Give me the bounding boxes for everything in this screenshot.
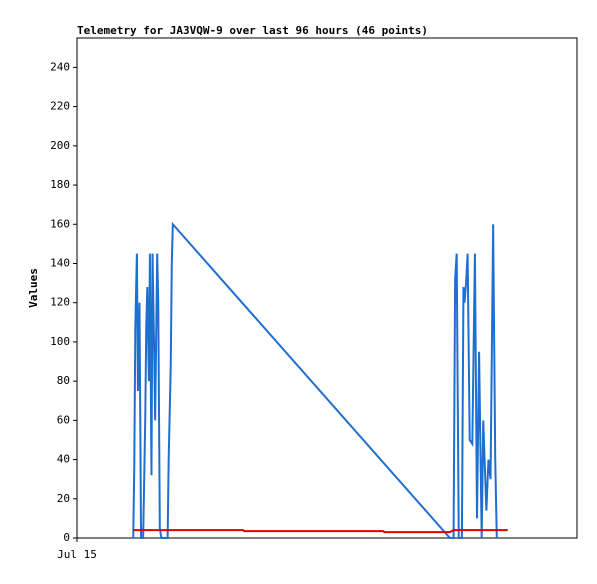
y-tick-label: 0	[63, 531, 70, 544]
series-line	[132, 221, 498, 539]
y-tick-label: 20	[57, 492, 70, 505]
plot-frame	[76, 37, 578, 539]
x-tick-label: Jul 15	[57, 548, 97, 561]
y-tick-label: 240	[50, 60, 70, 73]
y-axis-label: Values	[27, 268, 40, 308]
y-tick-label: 100	[50, 335, 70, 348]
y-tick-label: 220	[50, 100, 70, 113]
y-tick-label: 120	[50, 296, 70, 309]
y-tick-label: 160	[50, 217, 70, 230]
y-tick-label: 40	[57, 453, 70, 466]
y-tick-label: 140	[50, 256, 70, 269]
y-tick-label: 200	[50, 139, 70, 152]
series-line	[133, 529, 508, 534]
y-tick-label: 180	[50, 178, 70, 191]
chart-title: Telemetry for JA3VQW-9 over last 96 hour…	[77, 24, 428, 37]
y-tick-label: 80	[57, 374, 70, 387]
y-tick-label: 60	[57, 413, 70, 426]
